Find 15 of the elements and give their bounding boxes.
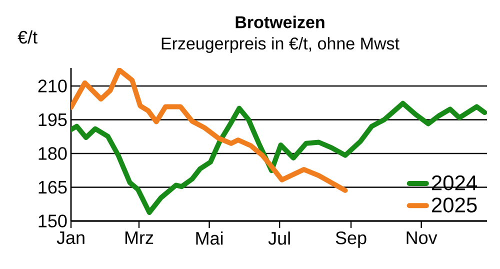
y-tick-label: 150 — [38, 214, 67, 228]
chart-subtitle: Erzeugerpreis in €/t, ohne Mwst — [162, 37, 400, 53]
x-tick-label: Mai — [196, 232, 223, 245]
x-tick-label: Jan — [56, 232, 84, 244]
y-tick-label: 165 — [38, 180, 67, 194]
x-tick-label: Mrz — [125, 232, 154, 244]
x-tick-label: Nov — [406, 232, 438, 244]
y-tick-label: 210 — [38, 80, 67, 92]
x-tick-label: Jul — [268, 232, 290, 245]
chart-title: Brotweizen — [236, 16, 324, 28]
y-tick-label: 195 — [38, 113, 67, 126]
y-axis-title: €/t — [18, 30, 38, 44]
x-tick-label: Sep — [336, 232, 366, 248]
y-tick-label: 180 — [38, 147, 67, 160]
legend-label: 2025 — [432, 198, 477, 212]
